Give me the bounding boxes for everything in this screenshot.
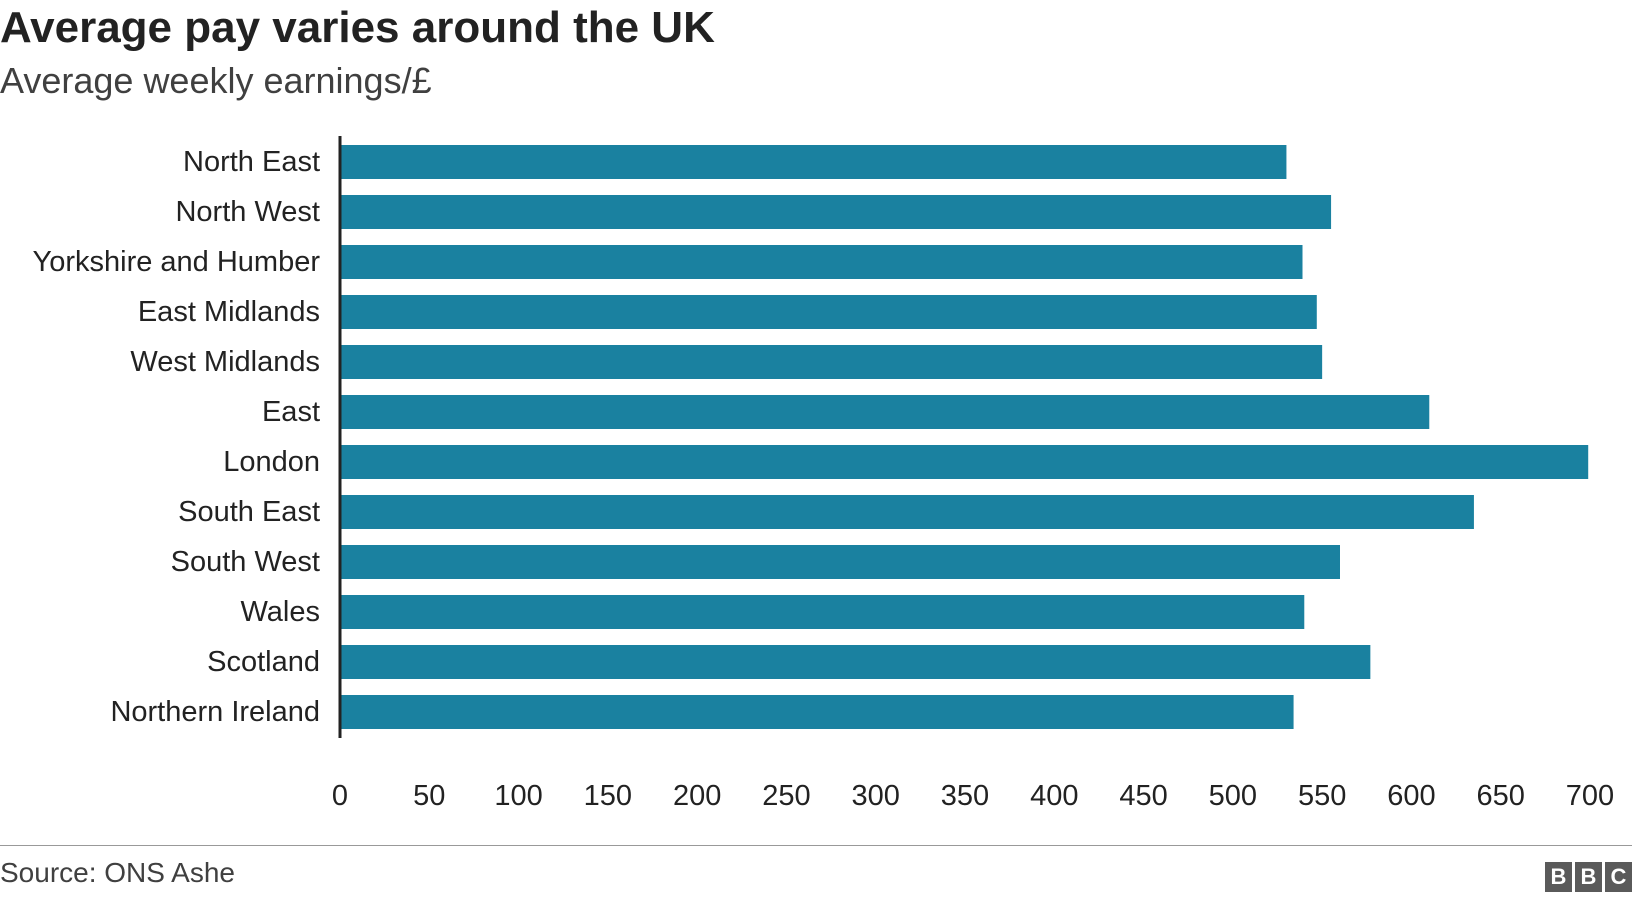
bars-layer bbox=[340, 145, 1589, 729]
bar-south-west bbox=[340, 545, 1340, 579]
bar-north-west bbox=[340, 195, 1332, 229]
bbc-logo-letter: B bbox=[1545, 862, 1572, 892]
category-label: North East bbox=[183, 146, 320, 178]
bbc-logo-letter: C bbox=[1605, 862, 1632, 892]
bbc-logo-letter: B bbox=[1575, 862, 1602, 892]
bbc-logo: B B C bbox=[1545, 862, 1632, 892]
category-label: Wales bbox=[241, 596, 321, 628]
bar-wales bbox=[340, 595, 1305, 629]
x-tick-label: 450 bbox=[1119, 780, 1167, 812]
x-tick-label: 600 bbox=[1387, 780, 1435, 812]
chart-title: Average pay varies around the UK bbox=[0, 3, 715, 52]
bar-scotland bbox=[340, 645, 1371, 679]
x-tick-label: 400 bbox=[1030, 780, 1078, 812]
bar-north-east bbox=[340, 145, 1287, 179]
bar-east bbox=[340, 395, 1430, 429]
category-label: Scotland bbox=[207, 646, 320, 678]
x-tick-labels: 0 50 100 150 200 250 300 350 400 450 500 550 600 650 7… bbox=[332, 780, 1614, 812]
category-label: Northern Ireland bbox=[110, 696, 320, 728]
source-note: Source: ONS Ashe bbox=[0, 857, 236, 888]
x-tick-label: 500 bbox=[1209, 780, 1257, 812]
x-tick-label: 700 bbox=[1566, 780, 1614, 812]
category-label: London bbox=[223, 446, 320, 478]
category-label: North West bbox=[175, 196, 320, 228]
x-tick-label: 550 bbox=[1298, 780, 1346, 812]
category-label: South West bbox=[171, 546, 320, 578]
category-label: East Midlands bbox=[138, 296, 320, 328]
bar-east-midlands bbox=[340, 295, 1317, 329]
chart-subtitle: Average weekly earnings/£ bbox=[0, 60, 432, 101]
x-tick-label: 0 bbox=[332, 780, 348, 812]
x-tick-label: 650 bbox=[1477, 780, 1525, 812]
bar-west-midlands bbox=[340, 345, 1323, 379]
x-tick-label: 150 bbox=[584, 780, 632, 812]
x-tick-label: 250 bbox=[762, 780, 810, 812]
x-tick-label: 350 bbox=[941, 780, 989, 812]
category-label: Yorkshire and Humber bbox=[33, 246, 321, 278]
category-label: West Midlands bbox=[130, 346, 320, 378]
bar-london bbox=[340, 445, 1589, 479]
x-tick-label: 200 bbox=[673, 780, 721, 812]
bar-south-east bbox=[340, 495, 1474, 529]
x-tick-label: 300 bbox=[852, 780, 900, 812]
category-label: South East bbox=[178, 496, 320, 528]
x-tick-label: 100 bbox=[494, 780, 542, 812]
category-labels: North East North West Yorkshire and Humber… bbox=[33, 146, 321, 728]
bar-chart: North East North West Yorkshire and Humber… bbox=[33, 136, 1614, 812]
bar-northern-ireland bbox=[340, 695, 1294, 729]
x-tick-label: 50 bbox=[413, 780, 445, 812]
footer-divider bbox=[0, 845, 1632, 846]
category-label: East bbox=[262, 396, 320, 428]
bar-yorkshire-and-humber bbox=[340, 245, 1303, 279]
